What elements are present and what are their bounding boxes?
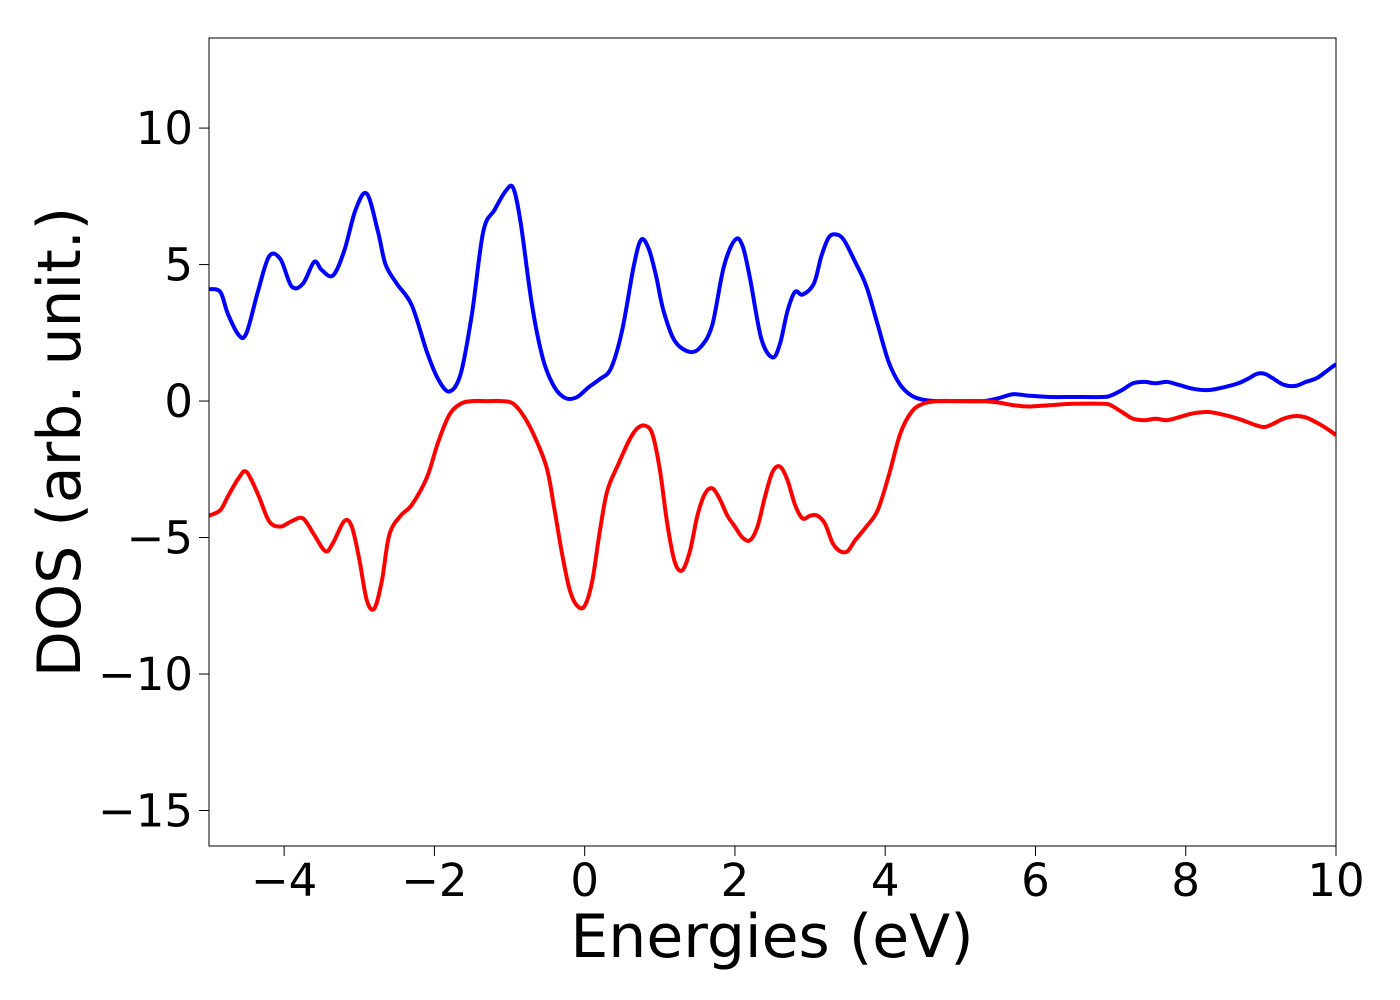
x-tick-label: 8 — [1171, 854, 1200, 907]
series-line-blue — [209, 183, 1336, 404]
y-tick-label: −15 — [98, 785, 193, 838]
plot-area-frame — [208, 37, 1337, 847]
x-tick-label: 4 — [871, 854, 900, 907]
x-axis-title: Energies (eV) — [570, 902, 973, 972]
y-tick-label: 5 — [164, 239, 193, 292]
series-layer — [209, 183, 1336, 612]
y-tick-label: −5 — [127, 512, 193, 565]
x-axis: −4 −2 0 2 4 6 8 10 — [251, 846, 1365, 907]
x-tick-label: 0 — [570, 854, 599, 907]
x-tick-label: 10 — [1307, 854, 1364, 907]
x-tick-label: 6 — [1021, 854, 1050, 907]
series-line-red — [209, 398, 1336, 612]
y-tick-label: 10 — [136, 102, 193, 155]
y-axis: −15 −10 −5 0 5 10 — [98, 102, 209, 838]
x-tick-label: 2 — [721, 854, 750, 907]
y-tick-label: −10 — [98, 648, 193, 701]
y-axis-title: DOS (arb. unit.) — [25, 207, 95, 677]
y-tick-label: 0 — [164, 375, 193, 428]
x-tick-label: −2 — [401, 854, 467, 907]
x-tick-label: −4 — [251, 854, 317, 907]
